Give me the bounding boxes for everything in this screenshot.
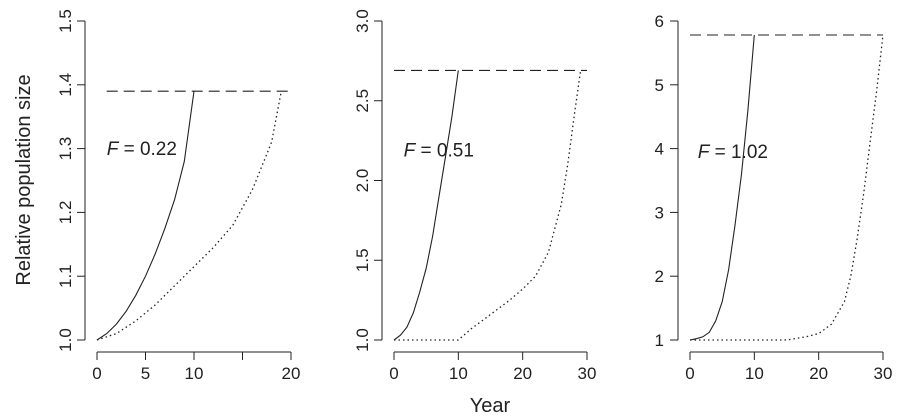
y-tick-label: 1.4 [56, 73, 75, 97]
annotation-value: = 0.22 [118, 139, 177, 160]
y-tick-label: 1.5 [56, 9, 75, 33]
annotation-variable: F [698, 142, 711, 163]
x-tick-label: 0 [685, 364, 694, 383]
y-axis: 1.0 1.1 1.2 1.3 1.4 1.5 [56, 9, 86, 352]
series-line-solid [393, 70, 459, 341]
y-tick-label: 2 [655, 267, 664, 286]
chart-panel-3: 1 2 3 4 5 6 0 10 20 30 F = 1.02 [655, 12, 893, 383]
series-line-solid [96, 91, 195, 341]
annotation-variable: F [404, 141, 417, 162]
y-tick-label: 1.2 [56, 201, 75, 225]
chart-panels: 1.01.11.21.31.41.50 5 10 20F = 0.221.01.52.… [56, 9, 892, 383]
chart-panel-1: 1.0 1.1 1.2 1.3 1.4 1.5 0 5 10 20 F = 0.22 [56, 9, 300, 383]
x-axis: 0 10 20 30 [685, 351, 893, 383]
x-tick-label: 0 [92, 364, 101, 383]
y-tick-label: 1.1 [56, 264, 75, 288]
y-tick-label: 1.3 [56, 137, 75, 161]
annotation: F = 1.02 [698, 142, 768, 163]
y-tick-label: 2.0 [353, 169, 372, 193]
y-tick-label: 1.0 [353, 328, 372, 352]
y-tick-label: 1.5 [353, 248, 372, 272]
series-line-dotted [690, 34, 884, 341]
annotation: F = 0.51 [404, 141, 474, 162]
y-axis: 1.0 1.5 2.0 2.5 3.0 [353, 9, 383, 352]
y-tick-label: 4 [655, 140, 664, 159]
x-tick-label: 5 [141, 364, 150, 383]
x-tick-label: 10 [745, 364, 764, 383]
y-tick-label: 3 [655, 203, 664, 222]
x-tick-label: 20 [282, 364, 301, 383]
chart-panel-2: 1.0 1.5 2.0 2.5 3.0 0 10 20 30 F = 0.51 [353, 9, 596, 383]
annotation-value: = 0.51 [415, 141, 474, 162]
y-axis-title: Relative population size [13, 74, 35, 285]
x-tick-label: 20 [513, 364, 532, 383]
x-tick-label: 20 [809, 364, 828, 383]
x-tick-label: 10 [185, 364, 204, 383]
x-tick-label: 30 [874, 364, 893, 383]
y-tick-label: 2.5 [353, 89, 372, 113]
y-tick-label: 1.0 [56, 328, 75, 352]
x-axis: 0 5 10 20 [92, 351, 301, 383]
x-tick-label: 10 [449, 364, 468, 383]
x-axis-title: Year [470, 395, 511, 417]
x-axis: 0 10 20 30 [389, 351, 597, 383]
annotation-variable: F [107, 139, 120, 160]
series-line-solid [689, 34, 755, 341]
y-tick-label: 3.0 [353, 9, 372, 33]
x-tick-label: 0 [389, 364, 398, 383]
y-axis: 1 2 3 4 5 6 [655, 12, 679, 350]
x-tick-label: 30 [578, 364, 597, 383]
y-tick-label: 6 [655, 12, 664, 31]
y-tick-label: 1 [655, 331, 664, 350]
series-line-dotted [394, 70, 582, 341]
y-tick-label: 5 [655, 76, 664, 95]
annotation: F = 0.22 [107, 139, 177, 160]
annotation-value: = 1.02 [709, 142, 768, 163]
